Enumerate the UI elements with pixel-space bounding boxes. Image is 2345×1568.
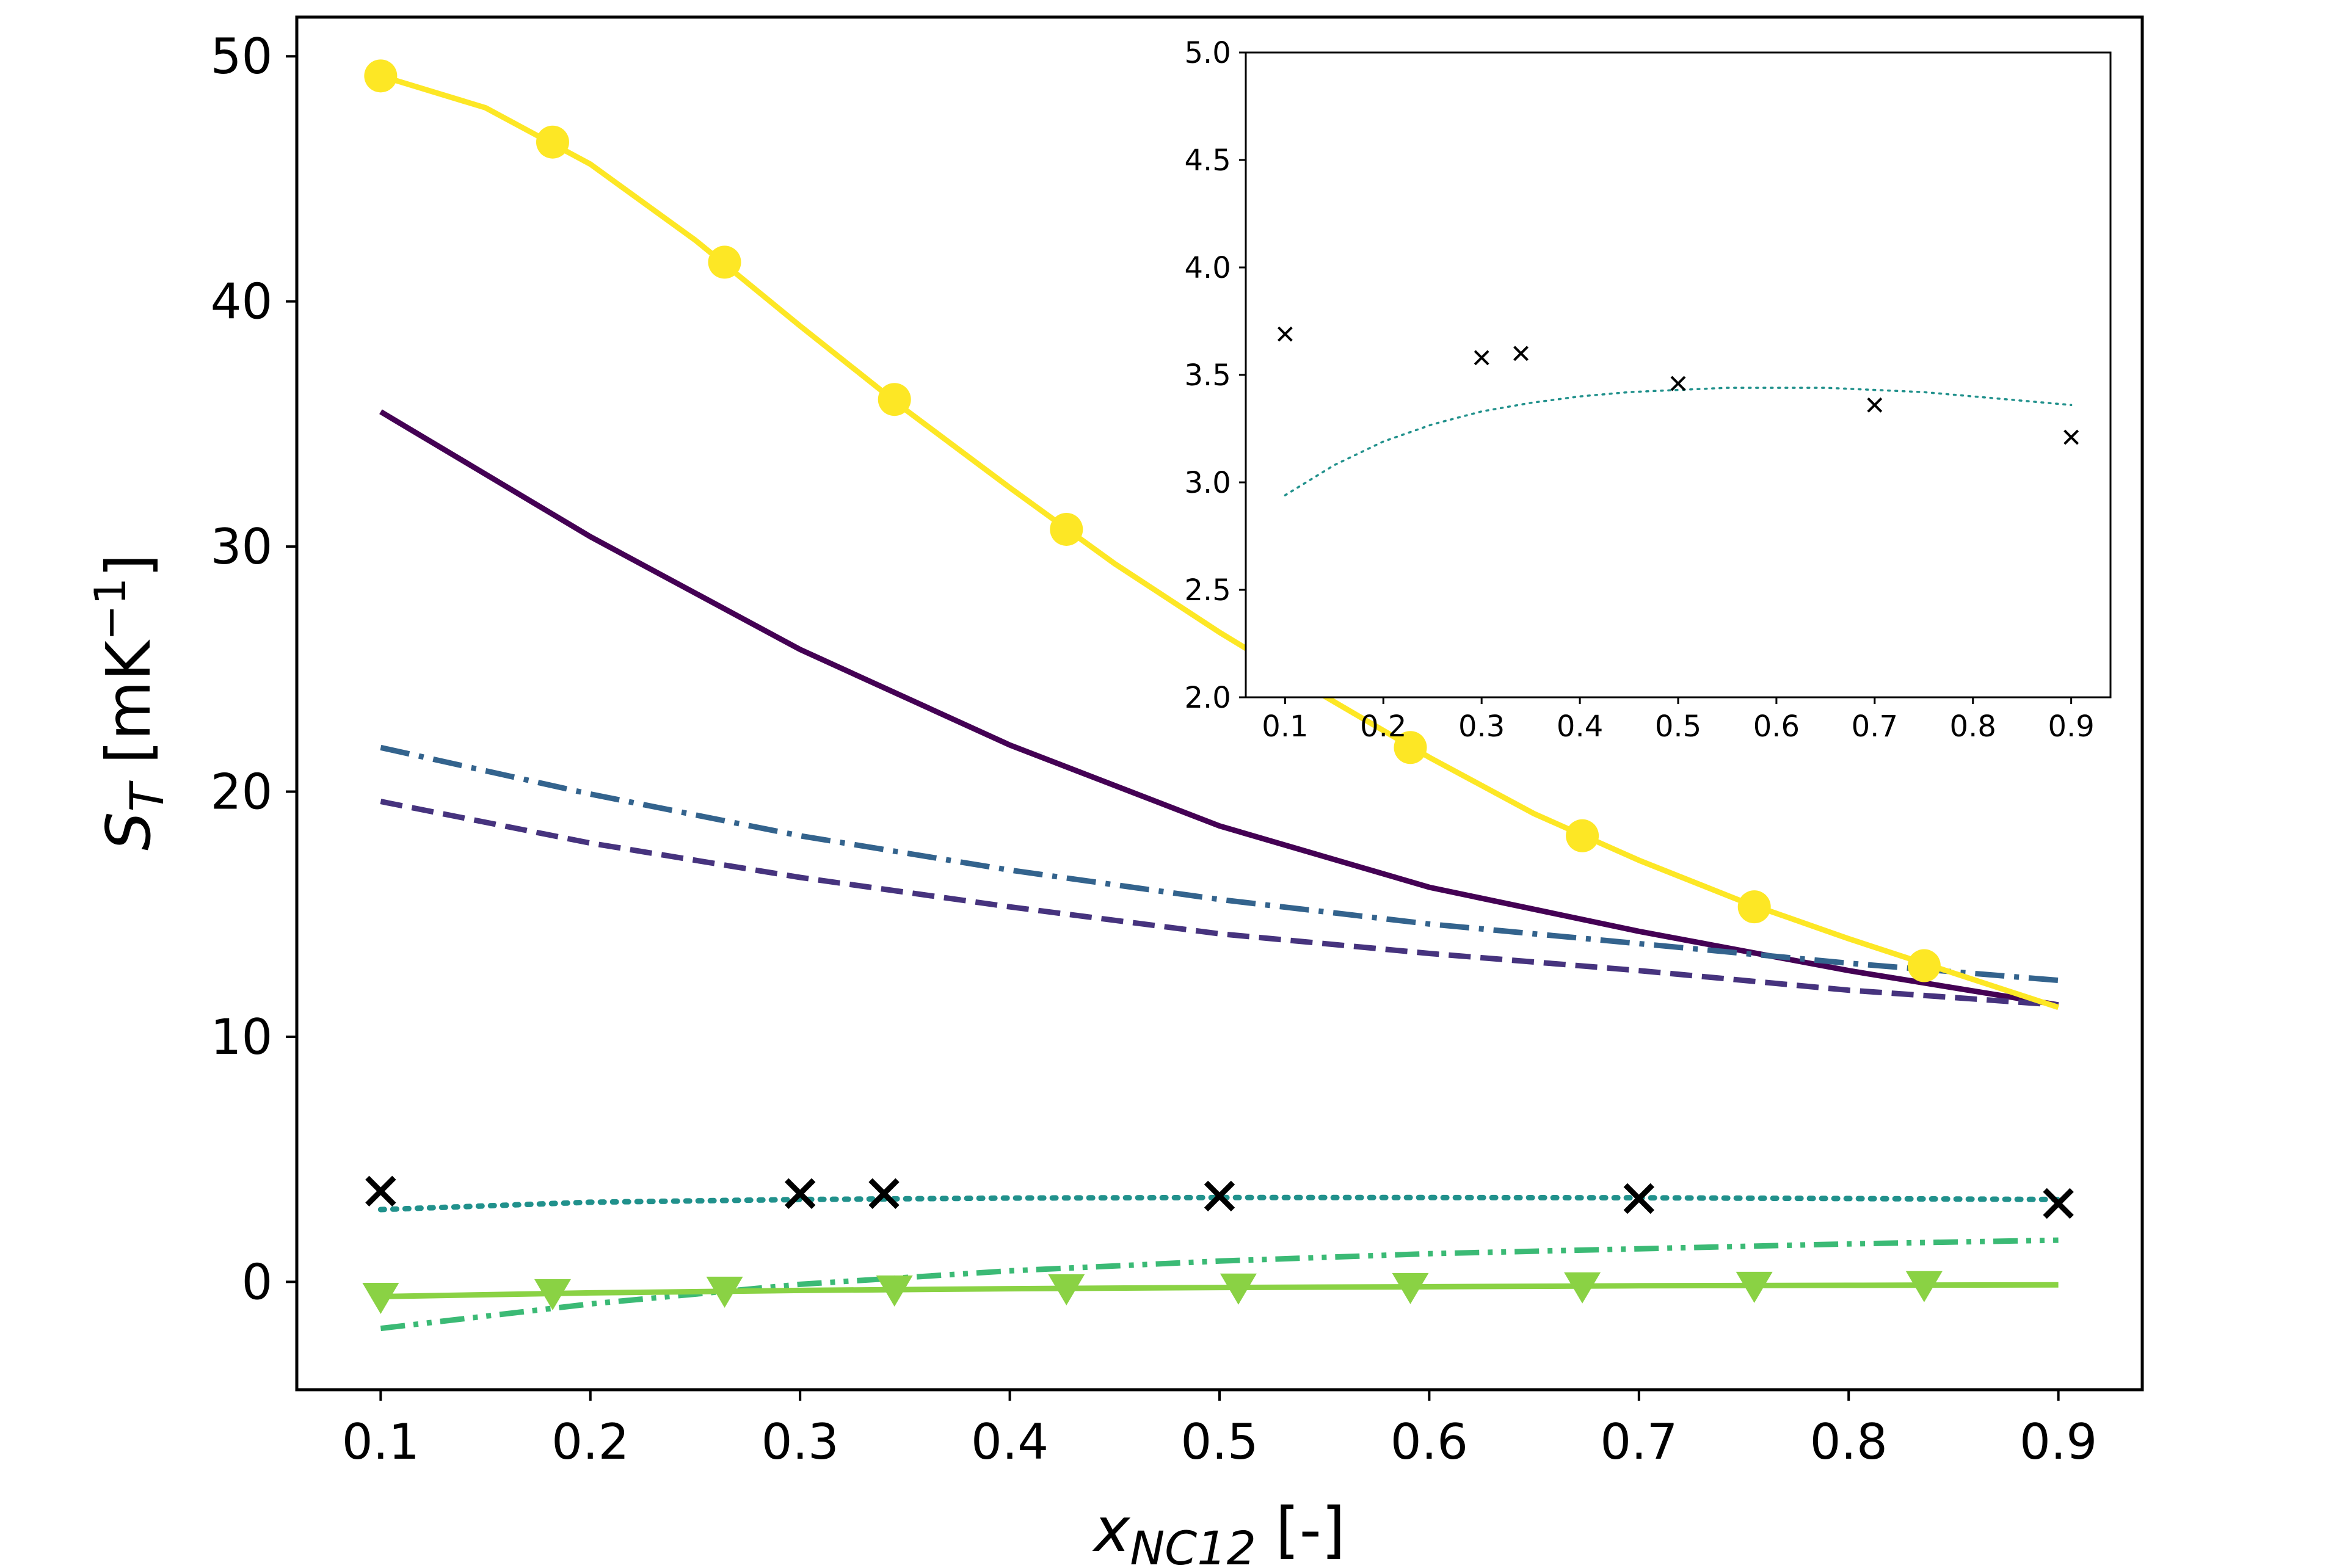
inset-x-axis: 0.1 0.2 0.3 0.4 0.5 0.6 0.7 0.8 0.9 (1262, 697, 2095, 744)
main-series-7-point-2 (868, 1178, 900, 1210)
main-y-tick-label: 20 (211, 764, 273, 821)
y-axis-label-sup: −1 (85, 578, 136, 641)
main-series-5-point-7 (1564, 1272, 1601, 1304)
main-series-6-line (380, 73, 2059, 1011)
inset-y-tick-label: 3.0 (1184, 466, 1231, 500)
main-x-tick-label: 0.8 (1810, 1414, 1888, 1470)
inset-x-tick-label: 0.6 (1753, 710, 1800, 744)
main-y-tick-label: 50 (211, 28, 273, 85)
main-y-tick-label: 30 (211, 518, 273, 575)
inset-x-tick-label: 0.1 (1262, 710, 1308, 744)
main-y-tick-label: 0 (241, 1254, 272, 1310)
inset-series-layer (1277, 326, 2079, 496)
main-x-tick-label: 0.9 (2020, 1414, 2097, 1470)
main-series-7-point-3 (1204, 1180, 1235, 1212)
inset-series-1-point-0 (1277, 326, 1293, 342)
inset-series-1-point-5 (2063, 429, 2079, 445)
y-axis-label-var: S (93, 811, 164, 850)
main-series-5-point-8 (1736, 1271, 1773, 1303)
main-y-axis: 0 10 20 30 40 50 (211, 28, 297, 1310)
main-series-6-point-7 (1737, 890, 1771, 924)
main-series-5-point-0 (362, 1282, 399, 1314)
main-series-6-point-6 (1566, 819, 1599, 852)
main-x-tick-label: 0.6 (1391, 1414, 1468, 1470)
y-axis-label: ST [mK−1] (85, 554, 174, 851)
main-series-6-point-1 (536, 125, 569, 159)
inset-x-tick-label: 0.7 (1852, 710, 1898, 744)
main-series-7-point-0 (365, 1175, 396, 1207)
main-plot: 0.1 0.2 0.3 0.4 0.5 0.6 0.7 0.8 0.9 0 10 20 30 40 50 (211, 15, 2144, 1470)
main-series-5-point-9 (1905, 1271, 1943, 1302)
main-x-tick-label: 0.7 (1600, 1414, 1678, 1470)
inset-plot: 0.1 0.2 0.3 0.4 0.5 0.6 0.7 0.8 0.9 2.0 2.5 3.0 3.5… (1184, 36, 2112, 744)
inset-series-1-point-3 (1670, 376, 1686, 391)
main-series-6-point-8 (1907, 949, 1941, 982)
main-y-tick-label: 10 (211, 1009, 273, 1065)
main-x-tick-label: 0.1 (342, 1414, 420, 1470)
main-series-5-point-4 (1048, 1274, 1085, 1305)
y-axis-label-close: ] (93, 554, 164, 578)
x-axis-label-sub: NC12 (1130, 1521, 1256, 1565)
main-series-3-line (377, 1194, 2062, 1213)
inset-x-tick-label: 0.8 (1950, 710, 1996, 744)
inset-y-tick-label: 2.5 (1184, 573, 1231, 608)
main-series-5-point-3 (876, 1275, 913, 1307)
main-series-6-point-0 (364, 59, 398, 93)
inset-x-tick-label: 0.4 (1557, 710, 1603, 744)
main-x-tick-label: 0.4 (971, 1414, 1049, 1470)
inset-series-1-point-1 (1474, 350, 1489, 366)
inset-series-1-point-2 (1513, 346, 1529, 361)
inset-series-1-point-4 (1867, 397, 1883, 413)
y-axis-label-unit: [mK (93, 639, 164, 783)
main-series-5-point-1 (534, 1279, 571, 1310)
inset-y-axis: 2.0 2.5 3.0 3.5 4.0 4.5 5.0 (1184, 36, 1246, 715)
inset-x-tick-label: 0.3 (1458, 710, 1505, 744)
inset-y-tick-label: 4.5 (1184, 143, 1231, 178)
y-axis-label-sub: T (120, 780, 174, 811)
main-series-6-point-2 (708, 245, 741, 279)
inset-y-tick-label: 4.0 (1184, 251, 1231, 285)
main-series-5-point-5 (1220, 1273, 1257, 1305)
inset-y-tick-label: 2.0 (1184, 681, 1231, 715)
inset-series-0-line (1284, 387, 2073, 496)
main-series-1-line (380, 799, 2059, 1008)
main-x-tick-label: 0.3 (762, 1414, 839, 1470)
inset-x-tick-label: 0.2 (1360, 710, 1406, 744)
main-x-tick-label: 0.5 (1180, 1414, 1258, 1470)
main-series-4-line (380, 1237, 2059, 1332)
main-series-layer (362, 59, 2074, 1332)
main-series-5-point-2 (706, 1276, 743, 1308)
main-x-axis: 0.1 0.2 0.3 0.4 0.5 0.6 0.7 0.8 0.9 (342, 1390, 2097, 1470)
x-axis-label-var: x (1092, 1494, 1131, 1565)
main-series-5-point-6 (1392, 1272, 1429, 1304)
main-y-tick-label: 40 (211, 274, 273, 330)
inset-y-tick-label: 3.5 (1184, 358, 1231, 393)
main-series-5-line (380, 1282, 2059, 1299)
inset-x-tick-label: 0.9 (2048, 710, 2094, 744)
inset-y-tick-label: 5.0 (1184, 36, 1231, 70)
main-series-7-point-5 (2043, 1188, 2074, 1219)
x-axis-label: xNC12 [-] (1092, 1494, 1345, 1565)
main-series-6-point-3 (878, 383, 911, 416)
inset-background (1246, 53, 2110, 697)
main-series-2-line (380, 744, 2059, 984)
main-series-6-point-5 (1394, 731, 1427, 764)
main-x-tick-label: 0.2 (551, 1414, 629, 1470)
main-series-7-point-4 (1623, 1183, 1655, 1214)
main-series-7-point-1 (784, 1178, 816, 1210)
x-axis-label-unit: [-] (1256, 1494, 1345, 1565)
main-series-6-point-4 (1050, 512, 1083, 546)
inset-x-tick-label: 0.5 (1655, 710, 1701, 744)
